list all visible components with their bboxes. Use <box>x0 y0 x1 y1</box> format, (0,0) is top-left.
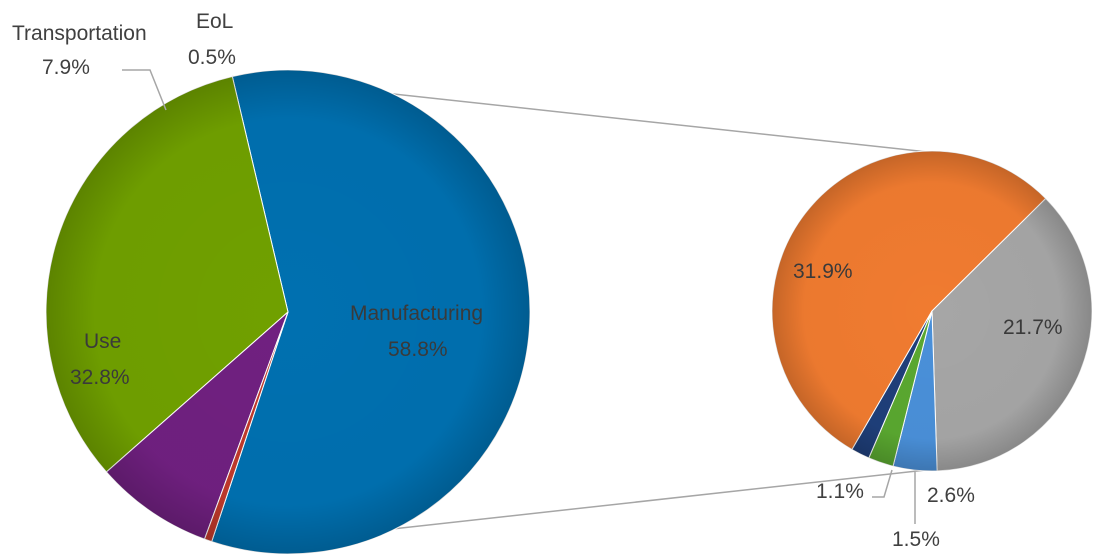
label-eol-name: EoL <box>196 10 233 33</box>
label-transportation-value: 7.9% <box>42 56 90 79</box>
label-secondary-navy-value: 1.1% <box>816 480 864 503</box>
label-transportation-name: Transportation <box>12 22 147 45</box>
label-secondary-gray-value: 21.7% <box>1003 316 1063 339</box>
label-manufacturing-value: 58.8% <box>388 338 448 361</box>
label-secondary-lightblue-value: 2.6% <box>927 484 975 507</box>
secondary-pie <box>771 150 1093 472</box>
label-use-name: Use <box>84 330 121 353</box>
label-use-value: 32.8% <box>70 366 130 389</box>
leader-lines <box>122 69 916 524</box>
leader-secondary-navy <box>872 469 893 498</box>
label-secondary-green-value: 1.5% <box>892 528 940 551</box>
label-eol-value: 0.5% <box>188 46 236 69</box>
label-manufacturing-name: Manufacturing <box>350 302 483 325</box>
data-labels: Transportation 7.9% EoL 0.5% Use 32.8% M… <box>12 10 1063 551</box>
leader-transportation <box>122 69 167 111</box>
label-secondary-orange-value: 31.9% <box>793 260 853 283</box>
